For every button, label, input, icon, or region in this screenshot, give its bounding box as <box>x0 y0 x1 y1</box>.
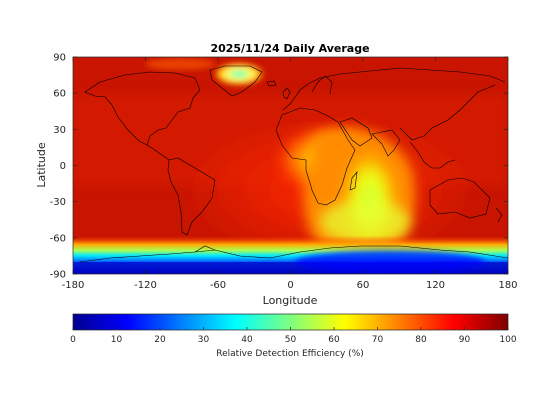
y-tick-label: 60 <box>53 89 66 100</box>
colorbar-tick-label: 70 <box>372 335 384 345</box>
coastline-australia <box>429 177 491 219</box>
colorbar-tick-label: 60 <box>328 335 340 345</box>
coastline-new-zealand <box>495 207 503 223</box>
colorbar-tick-label: 90 <box>459 335 471 345</box>
colorbar-tick-label: 0 <box>70 335 76 345</box>
colorbar-tick-label: 100 <box>499 335 516 345</box>
x-tick-label: -180 <box>62 280 85 291</box>
y-tick-label: 90 <box>53 53 66 64</box>
x-tick-label: -60 <box>210 280 226 291</box>
x-tick-label: 120 <box>426 280 445 291</box>
coastline-british-isles <box>282 87 291 100</box>
coastline-europe <box>282 67 506 111</box>
coastline-north-america <box>84 71 201 146</box>
colorbar-ticks: 0 10 20 30 40 50 60 70 80 90 100 <box>70 327 517 345</box>
x-tick-label: 180 <box>498 280 517 291</box>
map-title: 2025/11/24 Daily Average <box>210 42 369 55</box>
x-axis-ticks: -180 -120 -60 0 60 120 180 <box>62 57 518 291</box>
map-field <box>73 57 508 274</box>
colorbar-tick-label: 80 <box>415 335 427 345</box>
coastline-scandinavia <box>311 75 333 95</box>
colorbar-tick-label: 40 <box>241 335 253 345</box>
coastlines <box>79 65 508 263</box>
greenland-bright-spot <box>213 62 265 86</box>
coastline-africa <box>275 107 356 206</box>
antarctic-blue-lobe <box>295 250 485 274</box>
coastline-south-america <box>167 157 216 236</box>
y-axis-label: Latitude <box>35 142 48 188</box>
coastline-india <box>371 129 401 157</box>
x-tick-label: 0 <box>287 280 293 291</box>
colorbar-tick-label: 10 <box>111 335 123 345</box>
coastline-central-america <box>146 144 170 161</box>
coastline-greenland <box>209 65 263 97</box>
colorbar-tick-label: 50 <box>285 335 297 345</box>
colorbar-label: Relative Detection Efficiency (%) <box>216 349 364 359</box>
y-tick-label: -90 <box>50 270 66 281</box>
coastline-antarctic-peninsula <box>194 245 216 253</box>
coastline-southeast-asia <box>409 141 456 169</box>
y-tick-label: -60 <box>50 233 66 244</box>
colorbar-tick-label: 20 <box>154 335 166 345</box>
coastline-madagascar <box>349 171 358 191</box>
x-tick-label: -120 <box>134 280 157 291</box>
y-axis-ticks: 90 60 30 0 -30 -60 -90 <box>50 53 508 281</box>
colorbar-tick-label: 30 <box>198 335 210 345</box>
southern-ocean-yellow <box>320 200 410 244</box>
y-tick-label: 30 <box>53 125 66 136</box>
arctic-orange-patch <box>145 58 215 70</box>
coastline-east-asia <box>399 84 496 141</box>
x-axis-label: Longitude <box>263 294 318 307</box>
y-tick-label: -30 <box>50 197 66 208</box>
coastline-iceland <box>266 80 277 87</box>
coastline-antarctica <box>79 245 508 263</box>
y-tick-label: 0 <box>60 161 66 172</box>
coastline-arabia <box>339 117 373 147</box>
x-tick-label: 60 <box>357 280 370 291</box>
